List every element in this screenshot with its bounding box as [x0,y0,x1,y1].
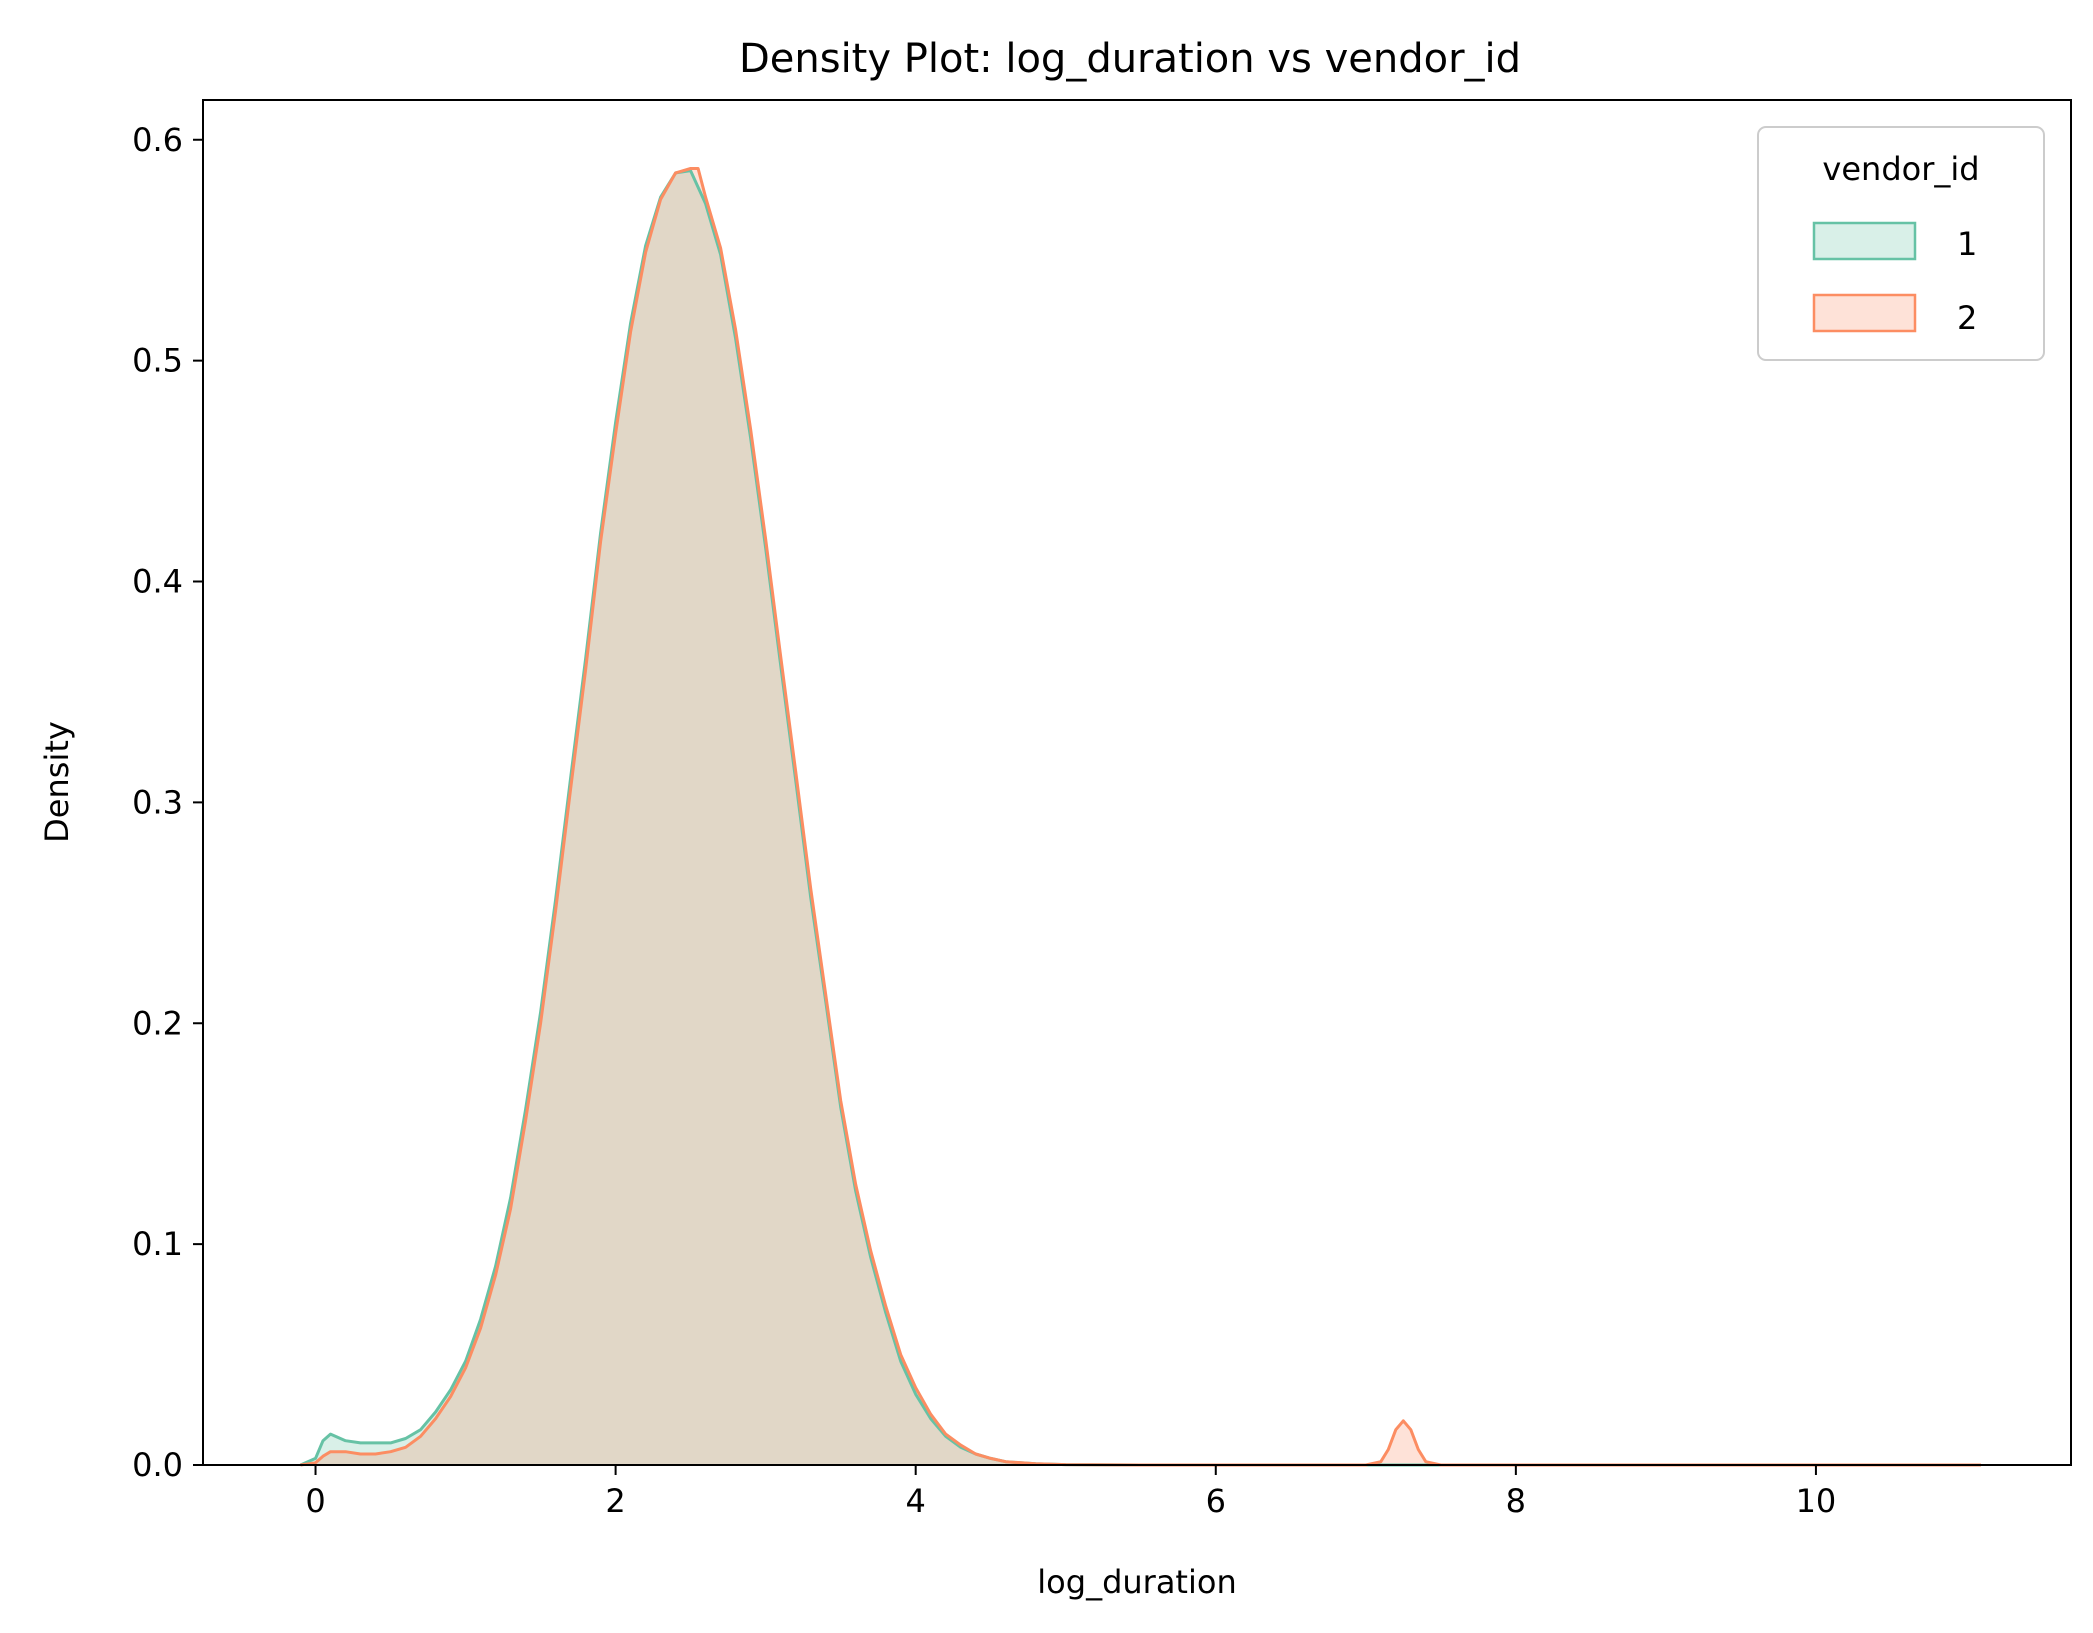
x-tick-label: 8 [1506,1482,1526,1520]
legend-label-series-2: 2 [1957,299,1977,337]
y-tick-label: 0.6 [132,121,183,159]
legend-title: vendor_id [1822,150,1979,188]
legend: vendor_id 1 2 [1757,126,2045,361]
y-tick-label: 0.4 [132,563,183,601]
x-axis-ticks: 0 2 4 6 8 10 [305,1465,1836,1520]
legend-box [1757,126,2045,361]
y-tick-label: 0.5 [132,342,183,380]
chart-title: Density Plot: log_duration vs vendor_id [739,36,1521,82]
x-axis-label: log_duration [1037,1563,1236,1601]
y-axis-ticks: 0.0 0.1 0.2 0.3 0.4 0.5 0.6 [132,121,203,1484]
y-tick-label: 0.2 [132,1004,183,1042]
plot-frame [202,99,2072,1466]
x-tick-label: 6 [1206,1482,1226,1520]
density-fill-series-2 [300,168,1981,1465]
y-tick-label: 0.0 [132,1446,183,1484]
y-axis-label: Density [38,721,76,843]
x-tick-label: 4 [906,1482,926,1520]
legend-swatch-series-1 [1812,221,1917,261]
y-tick-label: 0.3 [132,783,183,821]
series-layer [299,167,1981,1467]
density-fill-series-1 [300,170,1981,1466]
x-tick-label: 2 [605,1482,625,1520]
x-tick-label: 10 [1796,1482,1837,1520]
legend-label-series-1: 1 [1957,225,1977,263]
y-tick-label: 0.1 [132,1225,183,1263]
x-tick-label: 0 [305,1482,325,1520]
plot-area [299,167,1981,1467]
density-line-series-2 [300,167,1981,1467]
legend-swatch-series-2 [1812,293,1917,333]
